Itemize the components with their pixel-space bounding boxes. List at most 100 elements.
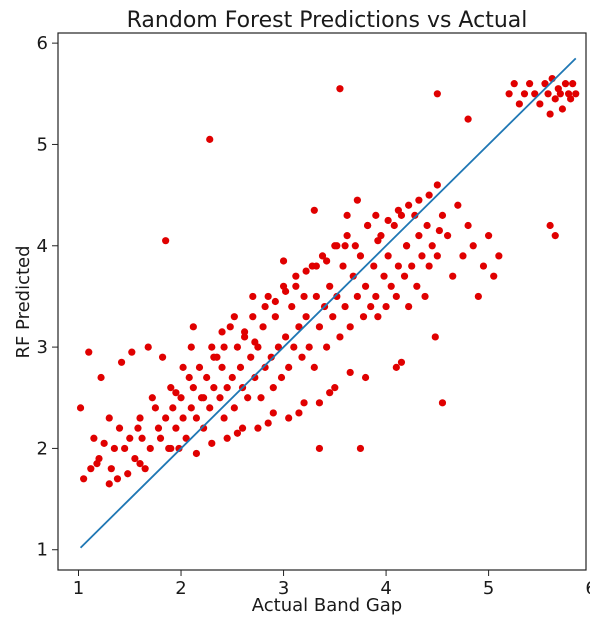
data-point <box>343 232 351 240</box>
y-axis-label: RF Predicted <box>13 245 34 358</box>
data-point <box>136 460 144 468</box>
data-point <box>238 424 247 432</box>
data-point <box>144 343 152 351</box>
data-point <box>490 272 498 280</box>
data-point <box>136 414 144 422</box>
data-point <box>115 424 124 432</box>
data-point <box>361 282 370 290</box>
data-point <box>87 465 95 473</box>
data-point <box>97 373 105 382</box>
data-point <box>206 404 214 412</box>
data-point <box>264 419 272 427</box>
data-point <box>544 90 552 98</box>
data-point <box>425 191 433 199</box>
data-point <box>282 333 290 341</box>
data-point <box>90 434 98 442</box>
x-tick-label: 1 <box>73 578 84 599</box>
data-point <box>226 323 234 331</box>
data-point <box>449 272 457 280</box>
data-point <box>438 211 447 219</box>
data-point <box>249 292 257 301</box>
data-point <box>117 358 126 366</box>
data-point <box>326 282 334 290</box>
data-point <box>240 333 249 341</box>
data-point <box>315 399 324 407</box>
data-point <box>443 232 452 240</box>
data-point <box>339 262 347 270</box>
data-point <box>413 282 421 290</box>
data-point <box>394 206 402 214</box>
data-point <box>349 272 357 280</box>
data-point <box>356 444 365 453</box>
data-point <box>374 237 382 245</box>
y-tick-label: 2 <box>37 438 48 459</box>
data-point <box>479 262 488 270</box>
data-point <box>167 384 175 392</box>
data-point <box>199 394 208 402</box>
data-point <box>210 384 218 392</box>
data-point <box>292 282 300 290</box>
data-point <box>380 272 388 280</box>
x-tick-label: 5 <box>483 578 494 599</box>
data-point <box>208 343 216 351</box>
data-point <box>384 252 392 260</box>
data-point <box>531 90 539 98</box>
data-point <box>431 333 439 341</box>
data-point <box>261 363 269 371</box>
data-point <box>156 434 165 442</box>
data-point <box>203 373 211 382</box>
data-point <box>146 444 154 453</box>
plot-frame <box>57 32 587 571</box>
data-point <box>124 470 132 478</box>
data-point <box>520 90 529 98</box>
data-point <box>113 475 122 483</box>
data-point <box>208 439 216 447</box>
data-point <box>279 257 288 265</box>
data-point <box>572 90 580 98</box>
data-point <box>223 434 231 442</box>
data-point <box>474 292 482 301</box>
data-point <box>189 384 197 392</box>
data-point <box>261 302 269 311</box>
data-point <box>428 242 436 250</box>
data-point <box>510 80 518 88</box>
data-point <box>323 257 331 265</box>
y-tick-label: 5 <box>37 134 48 155</box>
data-point <box>251 338 259 346</box>
data-point <box>353 196 361 204</box>
data-point <box>323 343 331 351</box>
data-point <box>310 363 318 371</box>
data-point <box>210 353 218 361</box>
data-point <box>546 221 554 230</box>
data-point <box>298 353 306 361</box>
data-point <box>162 414 170 422</box>
data-point <box>85 348 93 356</box>
data-point <box>100 439 108 447</box>
data-point <box>182 434 190 442</box>
data-point <box>454 201 462 209</box>
data-point <box>433 181 441 189</box>
data-point <box>148 394 156 402</box>
data-point <box>223 384 231 392</box>
data-point <box>177 394 185 402</box>
plot-area: 1 2 3 4 5 6 1 2 3 4 5 6 <box>37 32 590 599</box>
data-point <box>179 363 187 371</box>
data-point <box>312 292 320 301</box>
data-point <box>551 95 559 103</box>
data-point <box>392 363 400 371</box>
data-point <box>495 252 503 260</box>
data-point <box>230 404 238 412</box>
data-point <box>536 100 544 108</box>
data-point <box>341 242 349 250</box>
data-point <box>134 424 142 432</box>
data-point <box>415 196 423 204</box>
data-point <box>169 404 177 412</box>
x-tick-label: 2 <box>175 578 186 599</box>
data-point <box>277 373 286 382</box>
data-point <box>269 384 277 392</box>
data-point <box>331 384 339 392</box>
data-point <box>421 292 429 301</box>
data-point <box>233 343 242 351</box>
ticks-layer: 1 2 3 4 5 6 1 2 3 4 5 6 <box>37 33 590 599</box>
